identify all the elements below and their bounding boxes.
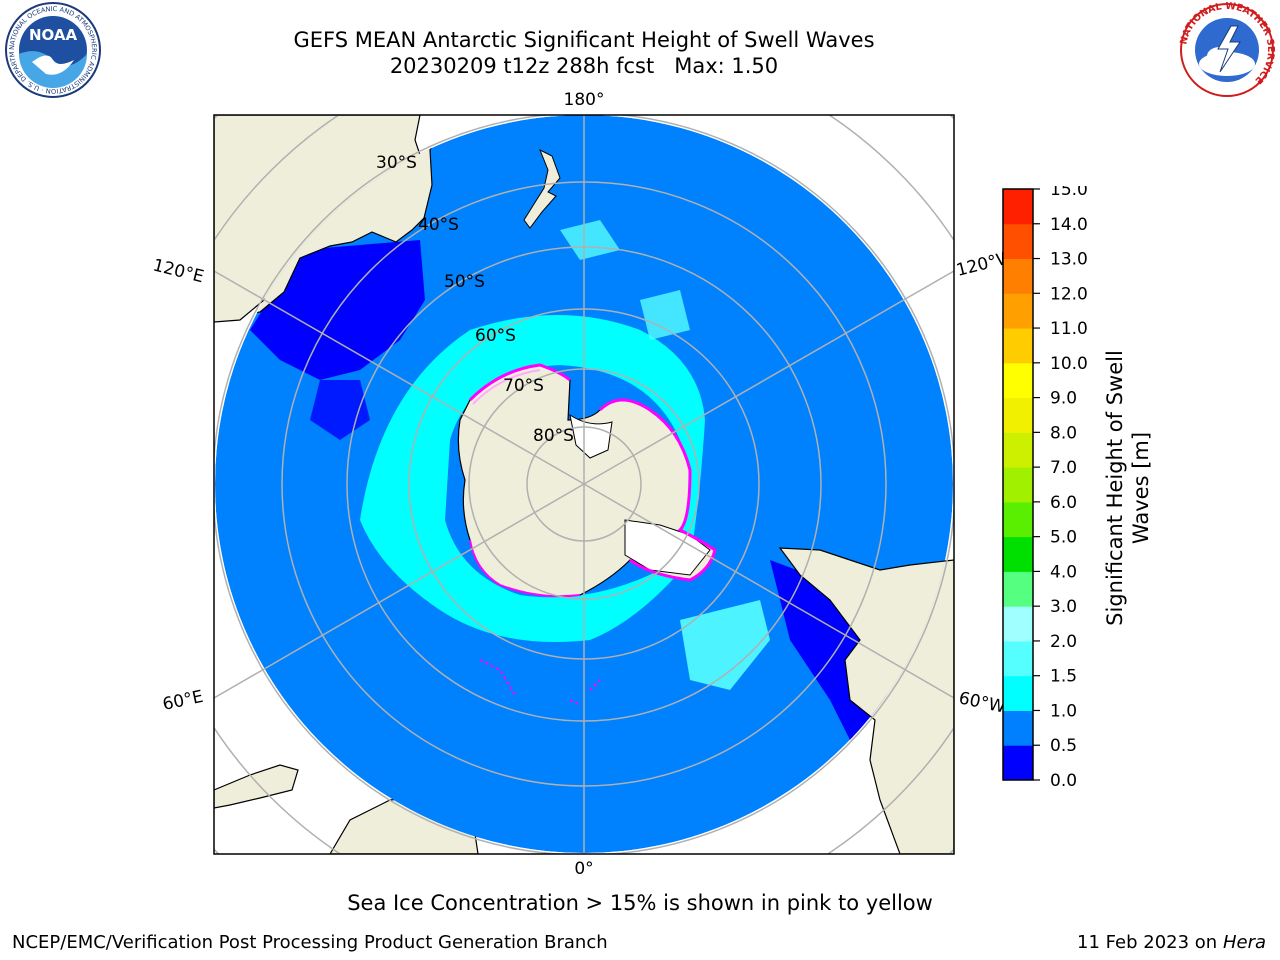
host-name: Hera <box>1222 932 1266 953</box>
colorbar-tick-label: 15.0 <box>1050 186 1088 200</box>
swell-ring-cyan <box>360 315 705 642</box>
lon-label-0: 0° <box>574 859 593 879</box>
colorbar-tick-label: 4.0 <box>1050 562 1077 582</box>
colorbar-tick-label: 0.5 <box>1050 736 1077 756</box>
colorbar-block <box>1003 397 1033 433</box>
noaa-logo-text: NOAA <box>29 26 78 44</box>
colorbar-tick-label: 1.5 <box>1050 667 1077 687</box>
africa-land <box>214 764 299 809</box>
lat-label-50s: 50°S <box>444 272 485 292</box>
map-title: GEFS MEAN Antarctic Significant Height o… <box>293 28 875 52</box>
colorbar-tick-label: 6.0 <box>1050 493 1077 513</box>
colorbar-block <box>1003 640 1033 677</box>
noaa-logo-icon: NATIONAL OCEANIC AND ATMOSPHERIC ADMINIS… <box>2 2 101 98</box>
colorbar-tick-label: 1.0 <box>1050 701 1077 721</box>
colorbar-block <box>1003 293 1033 329</box>
colorbar-block <box>1003 432 1033 468</box>
issue-date: 11 Feb 2023 on Hera <box>1077 932 1266 953</box>
nws-logo-icon: NATIONAL WEATHER SERVICE <box>1178 2 1276 97</box>
sea-ice-caption: Sea Ice Concentration > 15% is shown in … <box>347 891 933 915</box>
colorbar-block <box>1003 675 1033 711</box>
lon-label-60e: 60°E <box>161 687 205 715</box>
colorbar-tick-label: 0.0 <box>1050 771 1077 791</box>
colorbar-tick-label: 10.0 <box>1050 354 1088 374</box>
credit-line: NCEP/EMC/Verification Post Processing Pr… <box>12 932 608 953</box>
colorbar-tick-label: 14.0 <box>1050 215 1088 235</box>
lat-label-40s: 40°S <box>418 215 459 235</box>
lon-label-120e: 120°E <box>151 255 206 287</box>
colorbar-tick-label: 8.0 <box>1050 423 1077 443</box>
colorbar-block <box>1003 536 1033 572</box>
colorbar-block <box>1003 710 1033 746</box>
colorbar-tick-label: 5.0 <box>1050 528 1077 548</box>
lat-label-70s: 70°S <box>503 376 544 396</box>
colorbar-block <box>1003 258 1033 294</box>
colorbar-label: Significant Height of Swell Waves [m] <box>1103 350 1153 626</box>
lat-label-60s: 60°S <box>475 326 516 346</box>
map-subtitle: 20230209 t12z 288h fcst Max: 1.50 <box>389 54 779 78</box>
issue-date-text: 11 Feb 2023 on <box>1077 932 1218 953</box>
colorbar-block <box>1003 745 1033 781</box>
colorbar-tick-label: 9.0 <box>1050 389 1077 409</box>
colorbar-block <box>1003 328 1033 364</box>
colorbar-tick-label: 7.0 <box>1050 458 1077 478</box>
colorbar-tick-label: 12.0 <box>1050 284 1088 304</box>
colorbar-tick-label: 11.0 <box>1050 319 1088 339</box>
map-frame <box>213 114 955 855</box>
colorbar-tick-label: 2.0 <box>1050 632 1077 652</box>
colorbar-block <box>1003 501 1033 538</box>
colorbar-block <box>1003 571 1033 607</box>
lat-label-80s: 80°S <box>533 426 574 446</box>
graticule <box>214 115 954 854</box>
colorbar-tick-label: 3.0 <box>1050 597 1077 617</box>
colorbar-block <box>1003 467 1033 503</box>
lon-label-180: 180° <box>564 90 605 110</box>
colorbar-block <box>1003 606 1033 642</box>
colorbar-tick-label: 13.0 <box>1050 250 1088 270</box>
lat-label-30s: 30°S <box>376 153 417 173</box>
colorbar-block <box>1003 223 1033 260</box>
colorbar: 0.0 0.5 1.0 1.5 2.0 3.0 4.0 5.0 6.0 7.0 8.0 9.0 10.0… <box>1002 186 1088 791</box>
colorbar-block <box>1003 362 1033 399</box>
colorbar-block <box>1003 189 1033 225</box>
